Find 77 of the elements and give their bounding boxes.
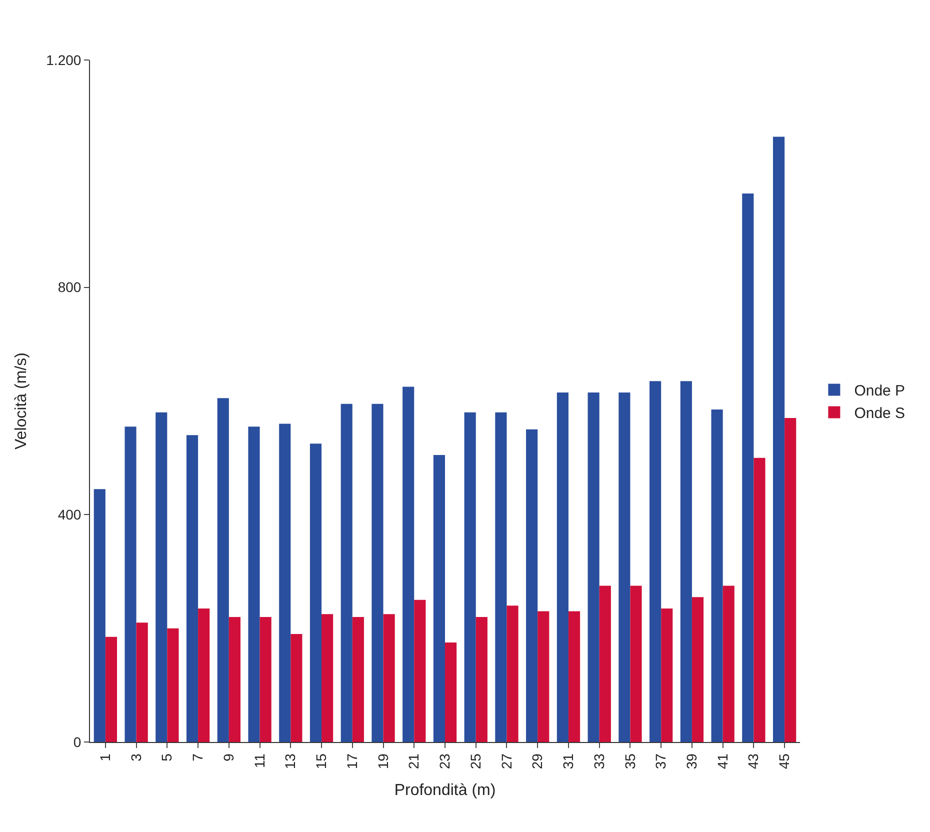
x-tick-label: 29 (529, 753, 546, 770)
x-tick-label: 31 (560, 753, 576, 770)
bar (340, 404, 352, 742)
x-tick-label: 43 (745, 753, 762, 770)
x-tick-label: 41 (714, 753, 730, 770)
x-axis-title: Profondità (m) (394, 782, 496, 799)
bar (476, 616, 488, 742)
bar (618, 392, 630, 742)
bar (568, 611, 580, 742)
x-tick-label: 25 (467, 753, 484, 770)
bar (198, 608, 210, 742)
bar (94, 489, 106, 742)
x-tick-label: 21 (406, 753, 422, 770)
bar (105, 636, 118, 742)
y-tick-label: 800 (58, 279, 82, 296)
bar (538, 611, 550, 742)
x-tick-label: 39 (684, 753, 700, 770)
y-axis-title: Velocità (m/s) (13, 352, 30, 450)
x-tick-label: 15 (313, 753, 330, 770)
bar (228, 616, 240, 742)
bar (722, 586, 734, 742)
x-tick-label: 1 (96, 753, 113, 762)
bar (414, 600, 426, 742)
x-tick-label: 3 (128, 753, 144, 762)
x-tick-label: 19 (374, 753, 391, 770)
x-tick-label: 27 (498, 753, 514, 770)
x-tick-label: 17 (344, 753, 360, 770)
bar (279, 424, 291, 742)
bar (588, 392, 600, 742)
x-tick-label: 5 (158, 753, 175, 762)
bar (167, 628, 179, 742)
bar (186, 435, 198, 742)
bar (556, 392, 568, 742)
bar (136, 622, 148, 742)
bar (290, 634, 302, 742)
bar (661, 608, 673, 742)
x-tick-label: 11 (251, 753, 268, 768)
y-tick-label: 400 (58, 506, 82, 523)
bar (692, 597, 704, 742)
x-tick-label: 13 (282, 753, 298, 770)
bar (310, 444, 322, 742)
bar (772, 136, 785, 742)
bar (352, 616, 364, 742)
y-tick-label: 0 (73, 734, 82, 750)
bar (630, 586, 642, 742)
x-tick-label: 35 (622, 753, 638, 770)
bar (433, 454, 445, 742)
x-tick-label: 37 (652, 753, 669, 770)
bar (156, 412, 168, 742)
bar (650, 381, 662, 742)
bar (742, 194, 754, 742)
x-tick-label: 23 (436, 753, 453, 770)
bar (599, 586, 611, 742)
legend-label: Onde S (854, 405, 906, 422)
bar (495, 412, 507, 742)
bar (506, 606, 518, 742)
bar (217, 398, 229, 742)
bar (248, 426, 260, 742)
bar (260, 616, 272, 742)
bar (464, 412, 476, 742)
bar (322, 614, 334, 742)
x-tick-label: 9 (220, 753, 236, 762)
bar (402, 386, 414, 742)
bar (680, 381, 692, 742)
bar (445, 642, 457, 742)
bar (383, 614, 395, 742)
bar (124, 426, 136, 742)
legend-label: Onde P (854, 382, 906, 400)
bar (711, 410, 723, 742)
x-tick-label: 33 (590, 753, 607, 770)
bar (526, 429, 538, 742)
x-tick-label: 45 (776, 753, 792, 770)
bar (784, 418, 796, 742)
bar (754, 458, 766, 742)
bar (372, 404, 384, 742)
y-tick-label: 1.200 (46, 52, 82, 68)
x-tick-label: 7 (190, 753, 206, 762)
